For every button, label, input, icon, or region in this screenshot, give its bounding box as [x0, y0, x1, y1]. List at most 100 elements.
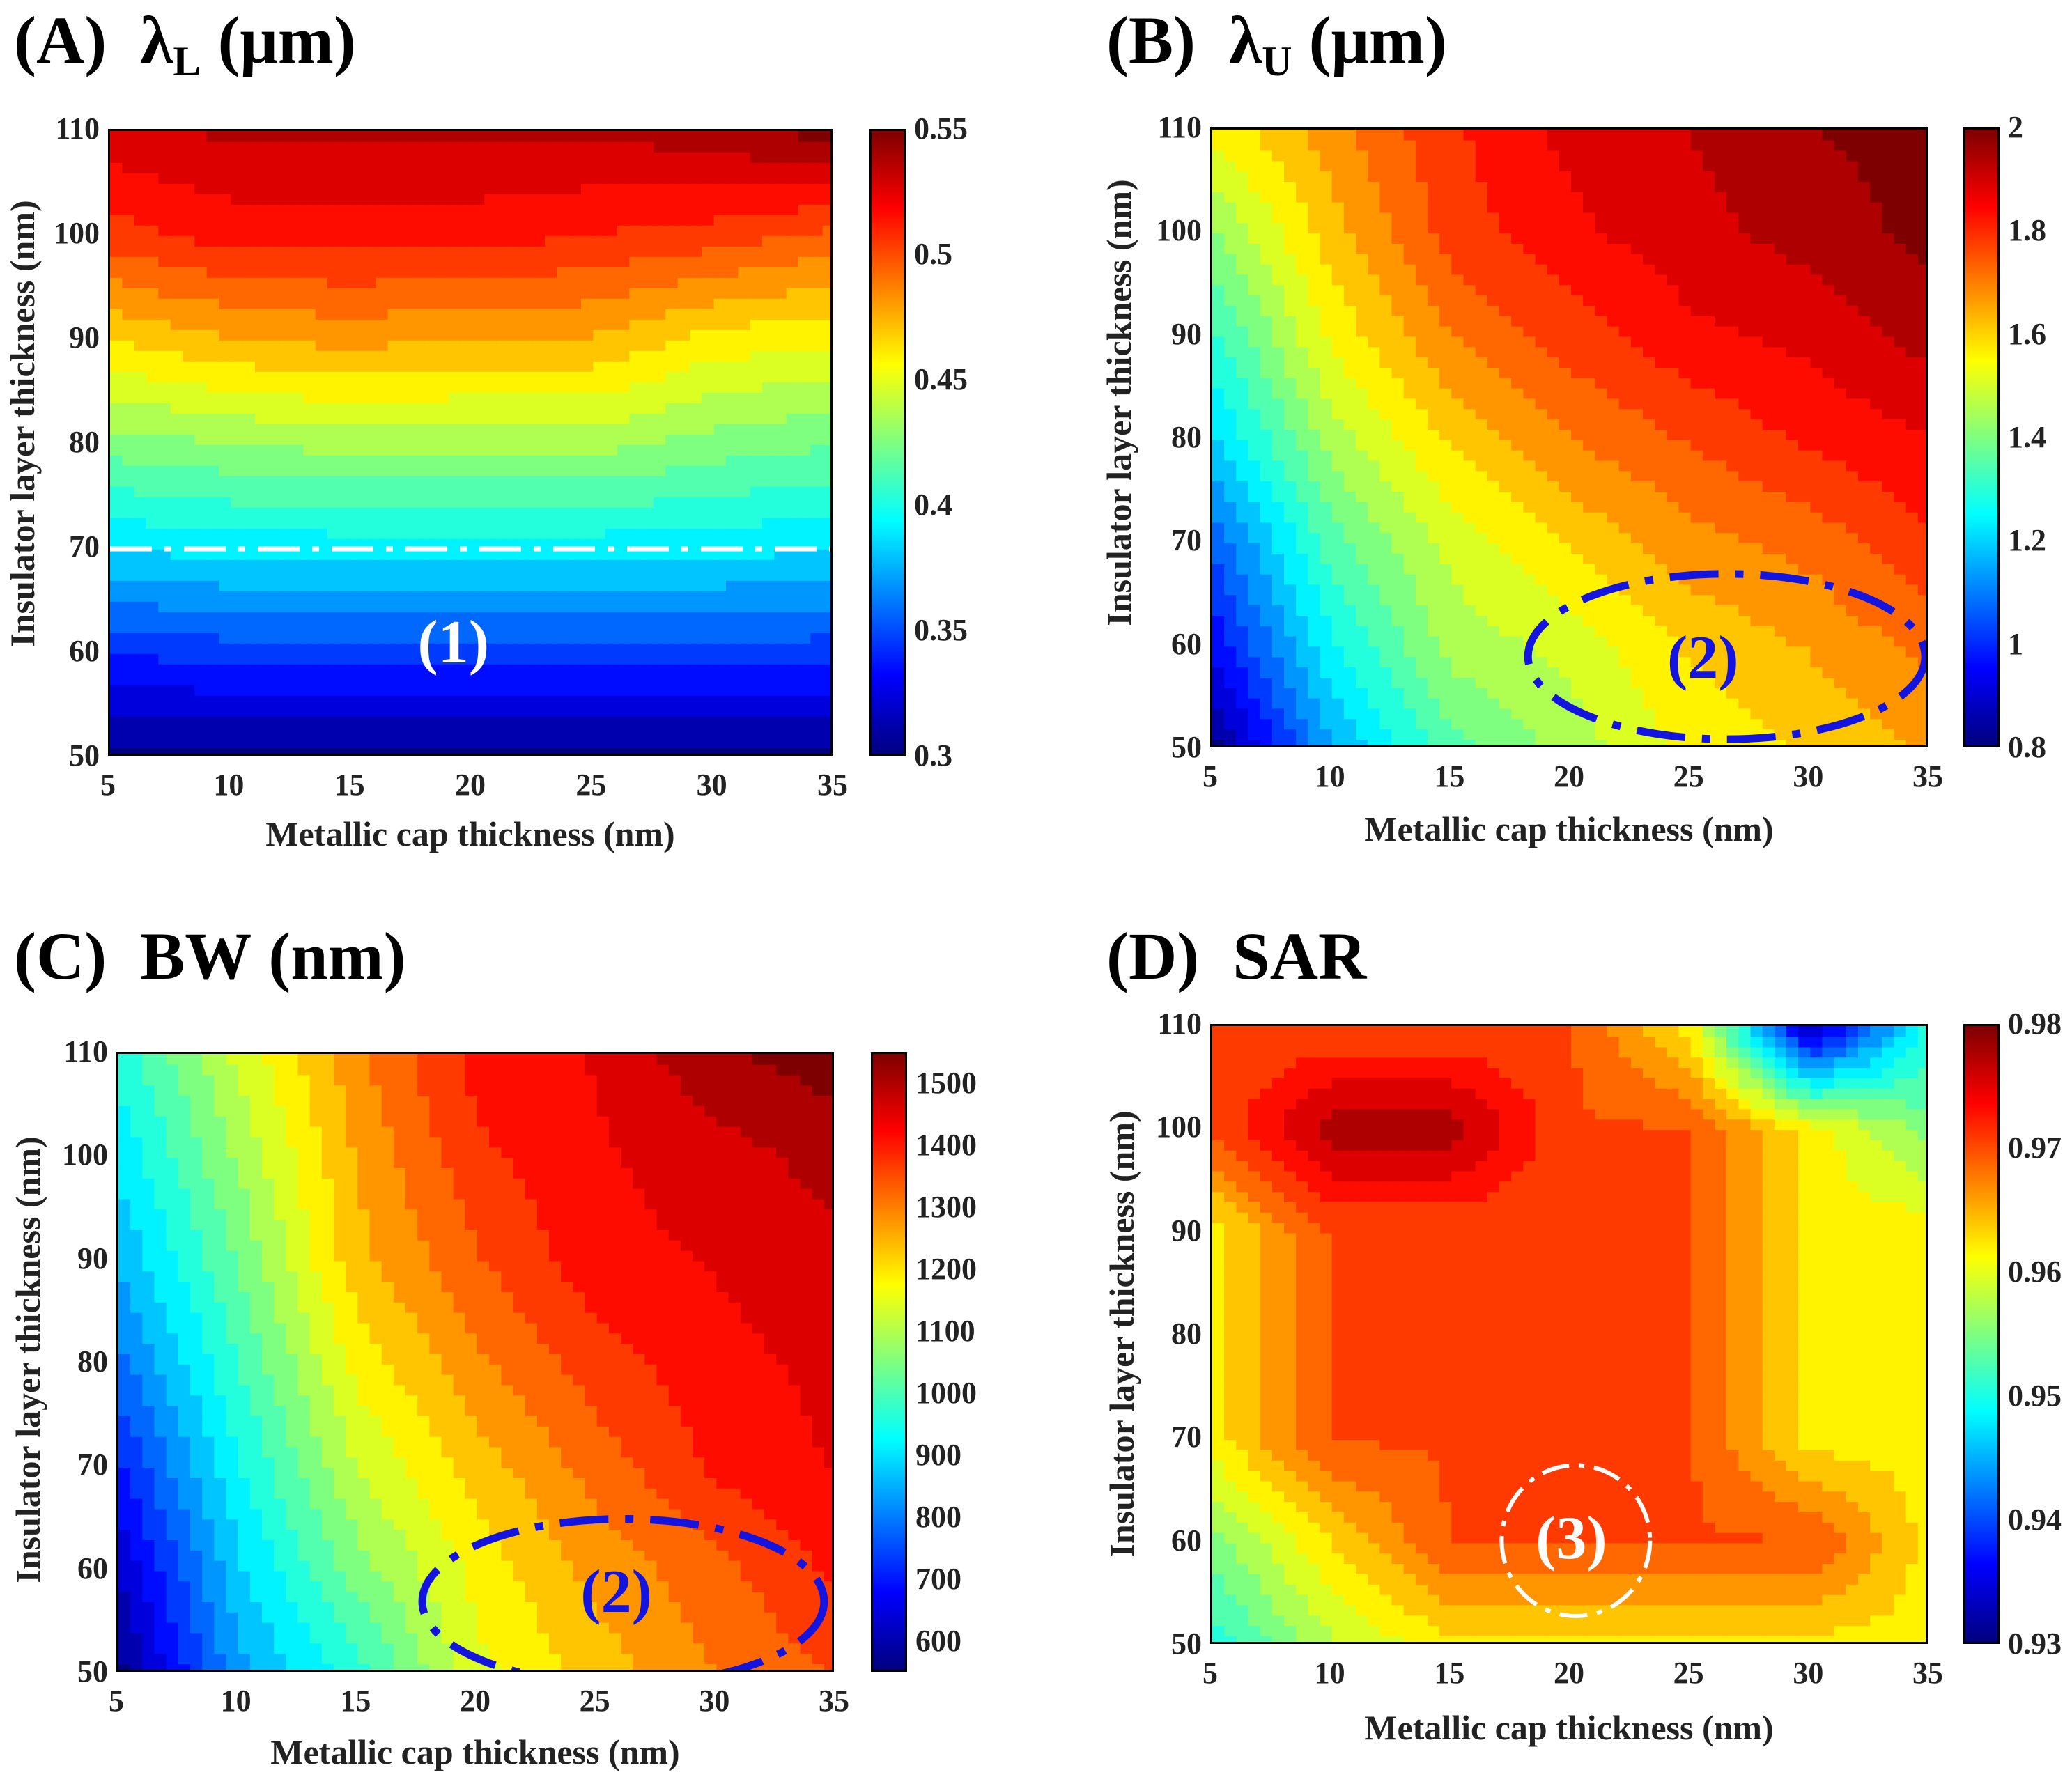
heatmap-cell	[122, 747, 135, 754]
heatmap-cell	[170, 747, 183, 754]
heatmap-cell	[726, 309, 739, 320]
heatmap-cell	[713, 674, 727, 685]
heatmap-cell	[713, 371, 727, 382]
heatmap-cell	[532, 413, 546, 424]
heatmap-cell	[122, 591, 135, 602]
heatmap-cell	[387, 246, 401, 257]
heatmap-cell	[231, 277, 244, 288]
heatmap-cell	[713, 277, 727, 288]
heatmap-cell	[1403, 626, 1416, 637]
heatmap-cell	[1523, 708, 1536, 720]
heatmap-cell	[810, 361, 824, 372]
heatmap-cell	[786, 434, 799, 445]
heatmap-cell	[1212, 718, 1225, 730]
heatmap-cell	[726, 173, 739, 184]
heatmap-cell	[545, 319, 558, 330]
heatmap-cell	[786, 737, 799, 748]
heatmap-cell	[1618, 605, 1632, 616]
heatmap-cell	[376, 204, 389, 215]
heatmap-cell	[194, 580, 208, 591]
heatmap-cell	[1715, 718, 1727, 730]
heatmap-cell	[303, 256, 316, 267]
heatmap-cell	[654, 141, 667, 153]
heatmap-cell	[291, 486, 304, 497]
heatmap-cell	[605, 591, 618, 602]
heatmap-cell	[1271, 635, 1285, 647]
heatmap-cell	[110, 570, 123, 581]
heatmap-cell	[629, 747, 642, 754]
heatmap-cell	[219, 235, 232, 247]
heatmap-cell	[786, 549, 799, 560]
heatmap-cell	[1343, 605, 1356, 616]
heatmap-cell	[183, 183, 196, 194]
heatmap-cell	[110, 622, 123, 633]
heatmap-cell	[1428, 729, 1440, 740]
heatmap-cell	[738, 298, 751, 309]
heatmap-cell	[158, 309, 171, 320]
heatmap-cell	[1595, 553, 1608, 564]
heatmap-cell	[424, 288, 437, 299]
heatmap-cell	[1726, 553, 1740, 564]
heatmap-cell	[448, 528, 461, 539]
heatmap-cell	[279, 601, 292, 612]
heatmap-cell	[774, 716, 787, 727]
heatmap-cell	[654, 706, 667, 717]
heatmap-cell	[255, 434, 268, 445]
heatmap-cell	[1320, 605, 1333, 616]
heatmap-cell	[557, 235, 570, 247]
heatmap-cell	[654, 329, 667, 341]
heatmap-cell	[231, 444, 244, 456]
heatmap-cell	[545, 591, 558, 602]
heatmap-cell	[1667, 605, 1680, 616]
heatmap-cell	[303, 622, 316, 633]
heatmap-cell	[376, 131, 389, 142]
heatmap-cell	[448, 194, 461, 205]
heatmap-cell	[654, 256, 667, 267]
heatmap-cell	[545, 371, 558, 382]
heatmap-cell	[194, 361, 208, 372]
heatmap-cell	[557, 225, 570, 236]
heatmap-cell	[1212, 543, 1225, 554]
heatmap-cell	[1630, 729, 1644, 740]
heatmap-cell	[460, 591, 473, 602]
heatmap-cell	[412, 727, 425, 738]
heatmap-cell	[291, 162, 304, 173]
heatmap-cell	[412, 465, 425, 476]
heatmap-cell	[291, 194, 304, 205]
heatmap-cell	[545, 434, 558, 445]
heatmap-cell	[629, 674, 642, 685]
heatmap-cell	[170, 674, 183, 685]
heatmap-cell	[303, 413, 316, 424]
heatmap-cell	[545, 173, 558, 184]
heatmap-cell	[1439, 677, 1453, 688]
heatmap-cell	[146, 497, 160, 508]
heatmap-cell	[134, 622, 147, 633]
heatmap-cell	[1630, 543, 1644, 554]
heatmap-cell	[762, 215, 775, 226]
heatmap-cell	[532, 455, 546, 466]
heatmap-cell	[1786, 656, 1799, 668]
heatmap-cell	[1618, 532, 1632, 544]
heatmap-cell	[690, 706, 703, 717]
heatmap-cell	[267, 674, 280, 685]
heatmap-cell	[376, 267, 389, 278]
heatmap-cell	[1248, 615, 1261, 626]
heatmap-cell	[219, 371, 232, 382]
heatmap-cell	[183, 319, 196, 330]
heatmap-cell	[1762, 729, 1775, 740]
heatmap-cell	[1547, 626, 1560, 637]
heatmap-cell	[460, 727, 473, 738]
heatmap-cell	[1810, 594, 1823, 606]
heatmap-cell	[520, 246, 534, 257]
heatmap-cell	[509, 288, 522, 299]
heatmap-cell	[496, 444, 509, 456]
heatmap-cell	[436, 570, 449, 581]
heatmap-cell	[1415, 739, 1428, 745]
heatmap-cell	[436, 403, 449, 414]
heatmap-cell	[1511, 615, 1524, 626]
heatmap-cell	[484, 183, 497, 194]
heatmap-cell	[339, 538, 353, 550]
heatmap-cell	[460, 246, 473, 257]
heatmap-cell	[134, 664, 147, 675]
heatmap-cell	[158, 298, 171, 309]
